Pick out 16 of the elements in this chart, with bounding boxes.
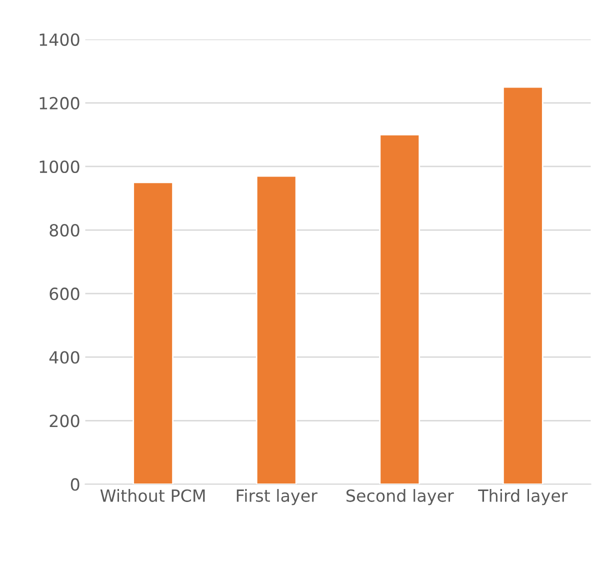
bar <box>379 134 420 484</box>
y-tick-label: 400 <box>49 351 80 364</box>
x-tick-label: First layer <box>236 489 318 506</box>
y-tick-label: 800 <box>50 224 80 237</box>
y-tick-label: 200 <box>50 414 80 428</box>
y-tick-label: 0 <box>70 478 80 491</box>
y-tick-label: 1000 <box>40 160 80 174</box>
x-tick-label: Without PCM <box>100 489 205 502</box>
bar <box>502 86 544 484</box>
y-tick-label: 1400 <box>40 33 80 46</box>
x-tick-label: Second layer <box>346 489 454 506</box>
y-tick-label: 600 <box>50 288 80 300</box>
bar <box>256 175 297 484</box>
x-tick-label: Third layer <box>478 489 568 506</box>
y-tick-label: 1200 <box>40 96 80 110</box>
bar <box>132 182 174 484</box>
